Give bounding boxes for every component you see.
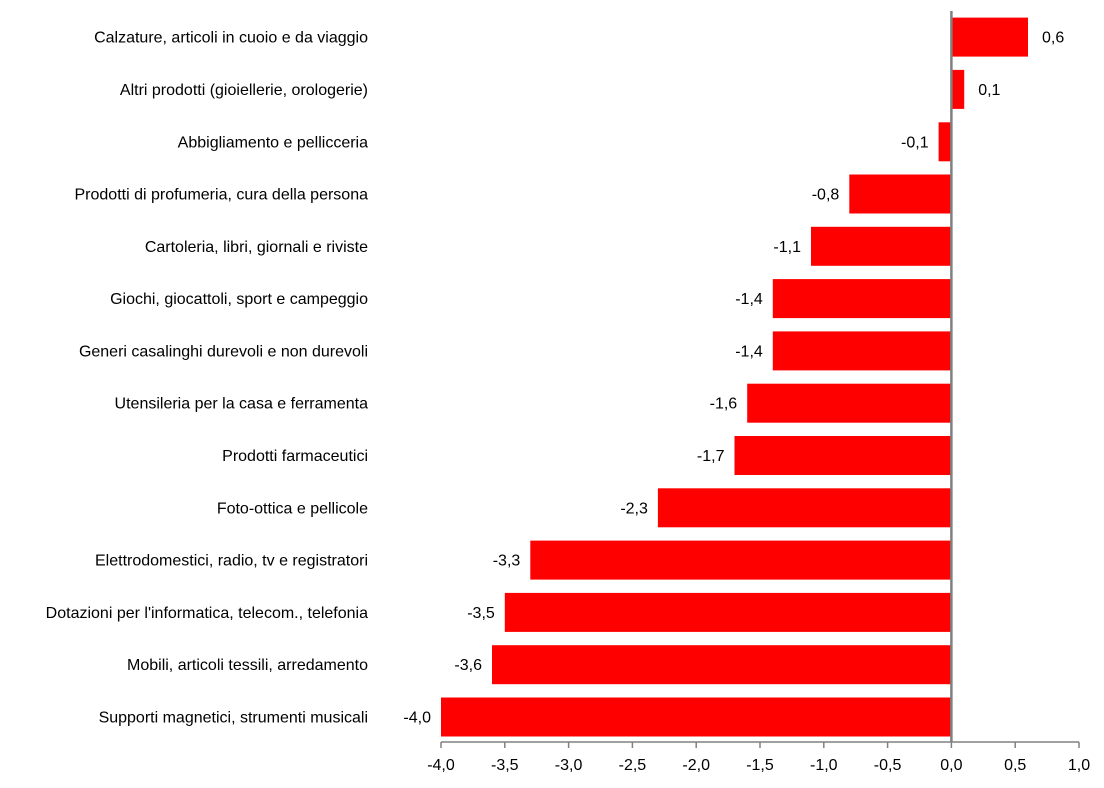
bar <box>530 540 952 580</box>
bar <box>492 645 952 685</box>
bar <box>441 697 952 737</box>
data-label: -1,4 <box>735 343 763 360</box>
bar <box>657 488 952 528</box>
data-label: -1,1 <box>773 239 801 256</box>
x-tick-label: -1,5 <box>746 757 774 774</box>
bar <box>734 436 952 475</box>
x-tick-label: -2,5 <box>619 757 647 774</box>
bar <box>811 226 952 266</box>
x-tick-label: 0,0 <box>940 757 962 774</box>
bar <box>747 383 952 423</box>
category-label: Utensileria per la casa e ferramenta <box>115 396 369 413</box>
data-label: -0,1 <box>901 134 929 151</box>
x-tick-label: 1,0 <box>1068 757 1090 774</box>
bar <box>772 331 952 371</box>
x-tick-label: -1,0 <box>810 757 838 774</box>
data-label: -3,5 <box>467 605 495 622</box>
bar <box>772 279 952 319</box>
data-label: -3,6 <box>454 657 482 674</box>
value-labels-layer: 0,6 0,1 -0,1 -0,8 -1,1 -1,4 -1,4 -1,6 -1,7 -2,3 -3… <box>403 30 1064 727</box>
bar <box>938 122 952 162</box>
category-label: Mobili, articoli tessili, arredamento <box>127 657 368 674</box>
bar <box>504 592 952 632</box>
category-label: Cartoleria, libri, giornali e riviste <box>145 239 368 256</box>
data-label: -3,3 <box>493 553 521 570</box>
bars-layer <box>441 17 1028 737</box>
category-label: Generi casalinghi durevoli e non durevol… <box>79 343 368 360</box>
x-axis: -4,0 -3,5 -3,0 -2,5 -2,0 -1,5 -1,0 -0,5 0,0 0,5 1,… <box>427 11 1090 774</box>
category-label: Elettrodomestici, radio, tv e registrato… <box>95 553 368 570</box>
bar <box>951 17 1028 57</box>
category-label: Altri prodotti (gioiellerie, orologerie) <box>120 82 368 99</box>
category-label: Abbigliamento e pellicceria <box>178 134 368 151</box>
x-tick-label: -4,0 <box>427 757 455 774</box>
data-label: -4,0 <box>403 710 431 727</box>
category-label: Giochi, giocattoli, sport e campeggio <box>110 291 368 308</box>
category-label: Calzature, articoli in cuoio e da viaggi… <box>94 30 368 47</box>
category-label: Prodotti di profumeria, cura della perso… <box>75 187 369 204</box>
x-tick-label: 0,5 <box>1004 757 1026 774</box>
category-label: Foto-ottica e pellicole <box>217 500 368 517</box>
category-labels-layer: Calzature, articoli in cuoio e da viaggi… <box>46 30 368 727</box>
category-label: Supporti magnetici, strumenti musicali <box>99 710 368 727</box>
x-tick-label: -3,5 <box>491 757 519 774</box>
data-label: -2,3 <box>620 500 648 517</box>
x-tick-label: -0,5 <box>874 757 902 774</box>
data-label: -0,8 <box>812 187 840 204</box>
data-label: 0,6 <box>1042 30 1064 47</box>
x-tick-label: -2,0 <box>682 757 710 774</box>
bar <box>951 69 965 109</box>
bar <box>849 174 952 214</box>
category-label: Dotazioni per l'informatica, telecom., t… <box>46 605 368 622</box>
data-label: -1,4 <box>735 291 763 308</box>
category-label: Prodotti farmaceutici <box>222 448 368 465</box>
data-label: -1,6 <box>710 396 738 413</box>
x-tick-label: -3,0 <box>555 757 583 774</box>
data-label: -1,7 <box>697 448 725 465</box>
data-label: 0,1 <box>978 82 1000 99</box>
